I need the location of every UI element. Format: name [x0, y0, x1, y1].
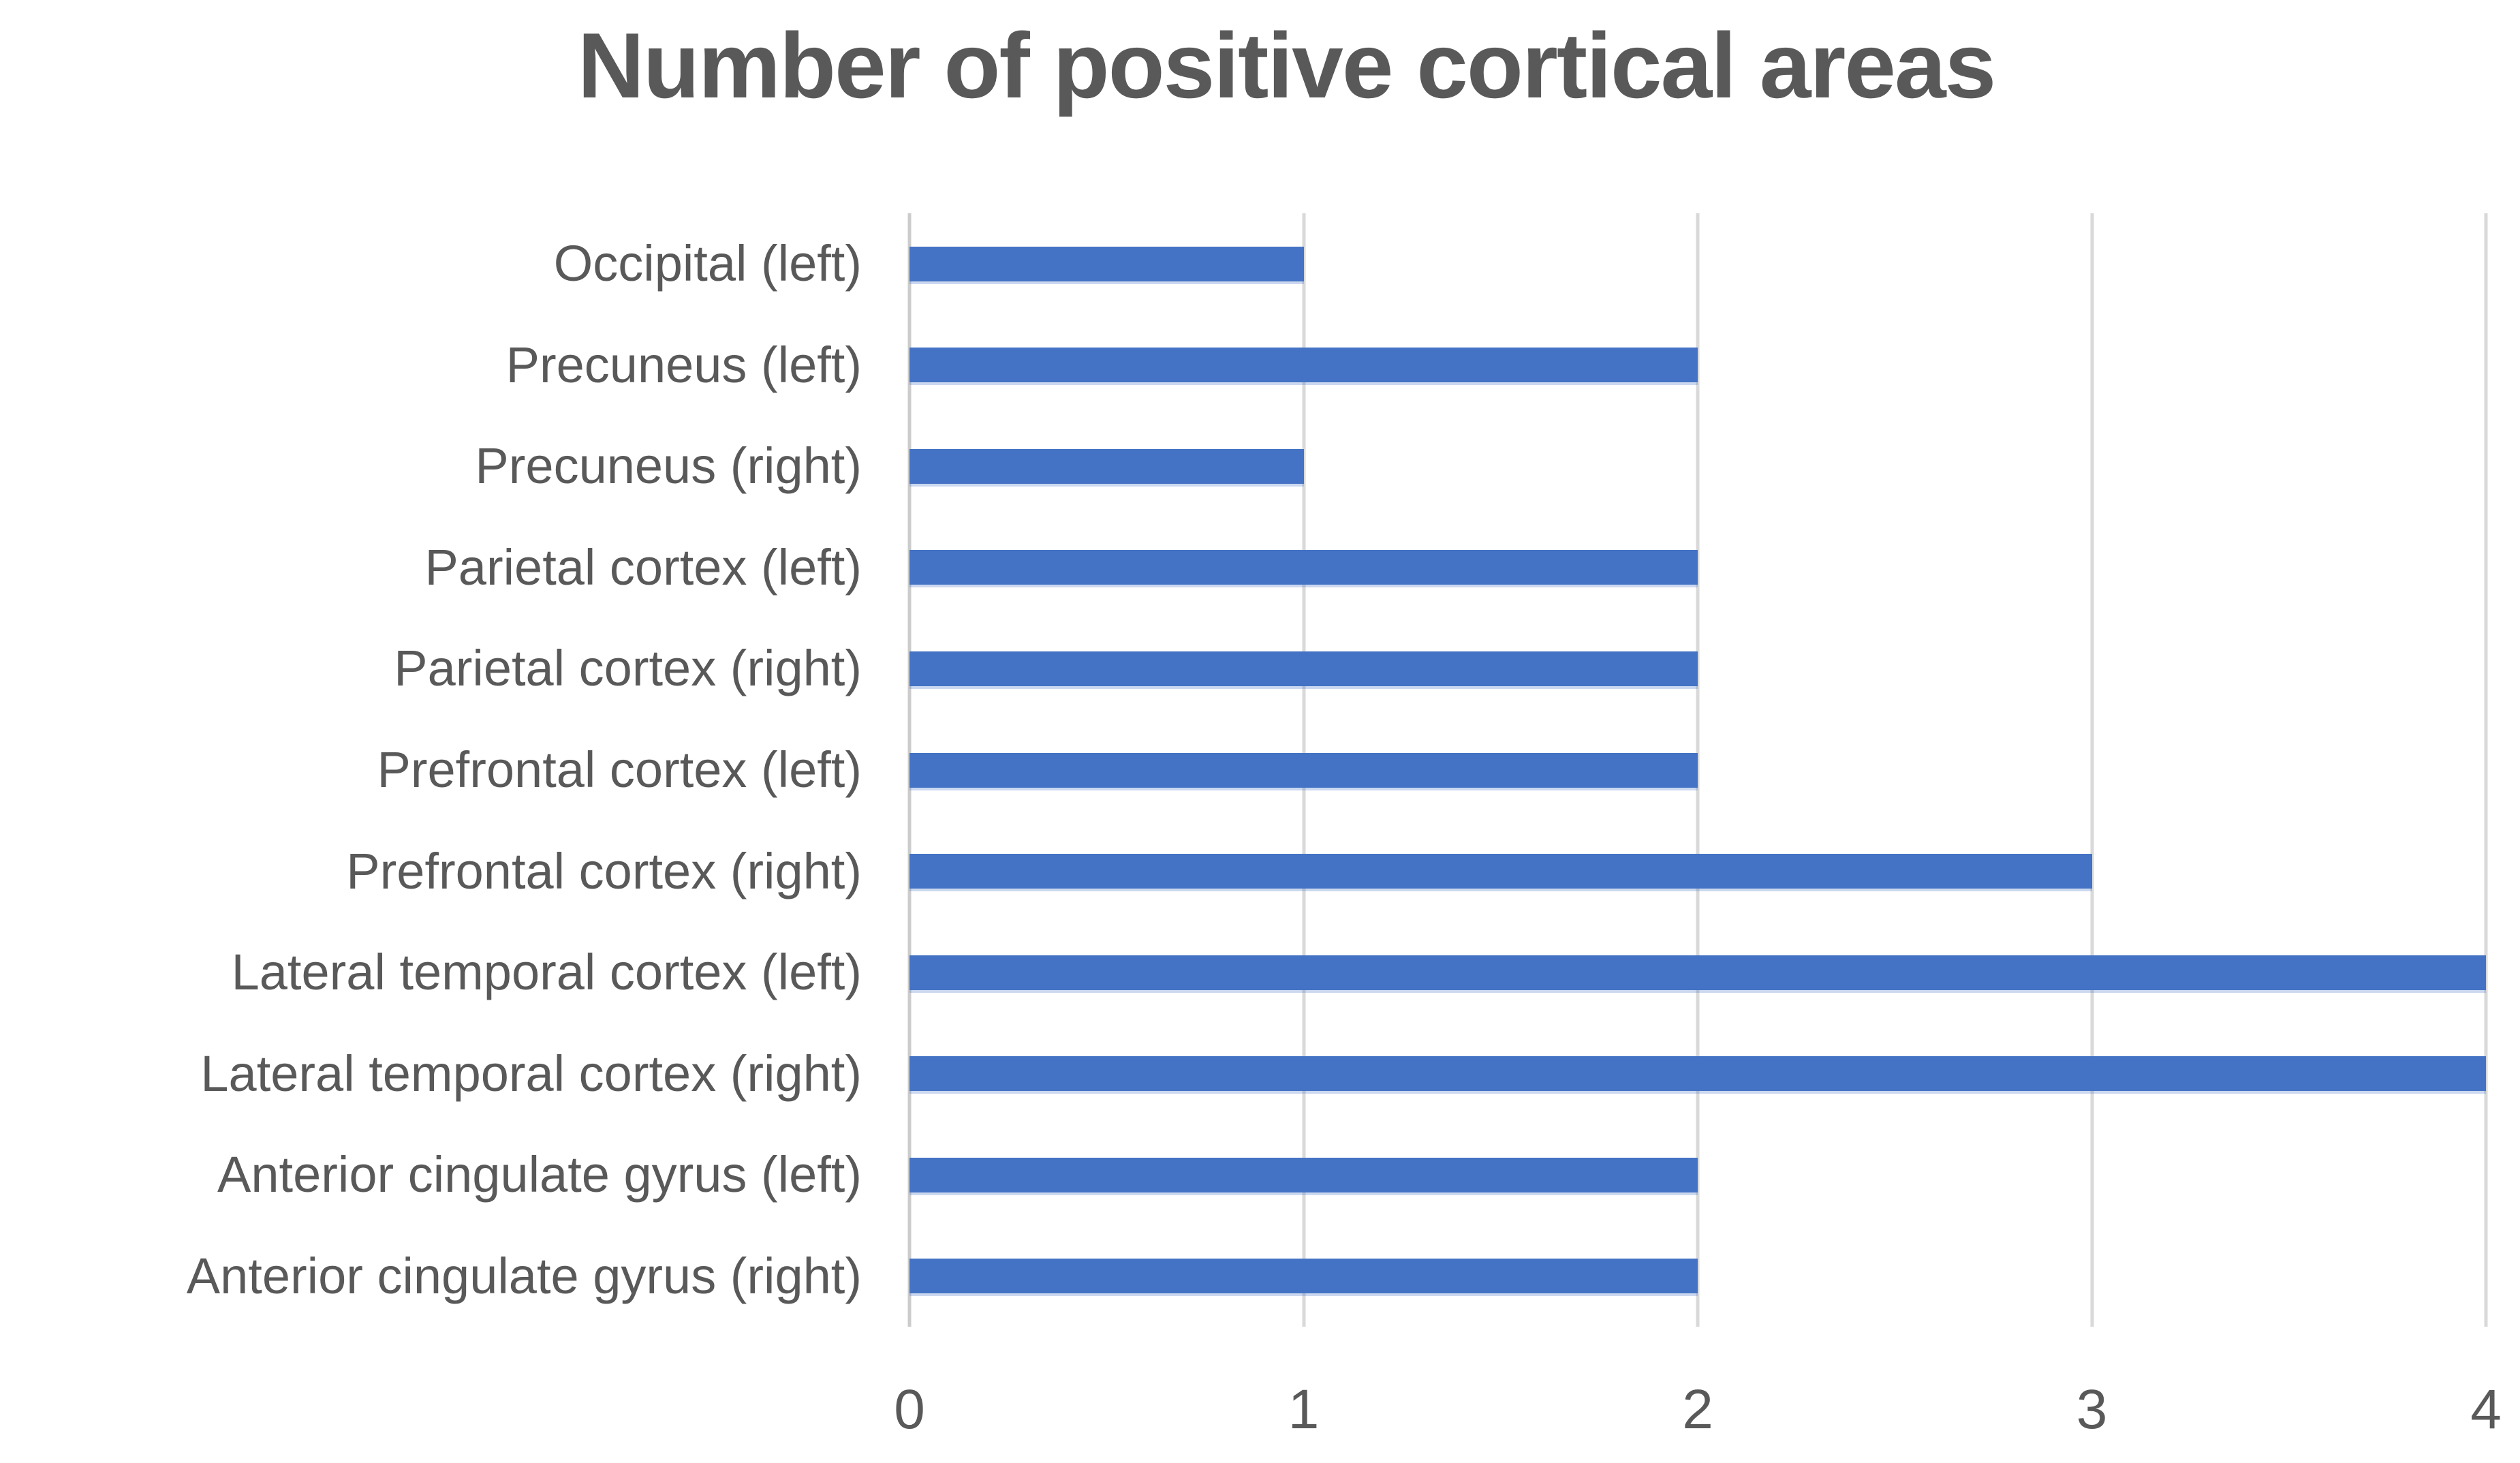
bar: [909, 1259, 1698, 1294]
bar: [909, 955, 2486, 990]
x-tick-label-3: 3: [2076, 1379, 2108, 1441]
category-label: Lateral temporal cortex (left): [231, 944, 862, 1001]
bar: [909, 1056, 2486, 1092]
bar: [909, 752, 1698, 788]
bar: [909, 1157, 1698, 1192]
category-label: Lateral temporal cortex (right): [200, 1045, 862, 1102]
x-tick-label-4: 4: [2470, 1379, 2502, 1441]
category-label: Parietal cortex (right): [394, 640, 862, 697]
category-axis-labels: Occipital (left) Precuneus (left) Precuneu…: [0, 213, 862, 1327]
value-axis-labels: 0 1 2 3 4: [894, 1378, 2502, 1446]
category-label: Prefrontal cortex (left): [377, 741, 862, 798]
category-label: Prefrontal cortex (right): [346, 842, 862, 899]
gridline-x-2: [1696, 213, 1700, 1327]
chart-title: Number of positive cortical areas: [577, 14, 1997, 117]
bar: [909, 246, 1304, 281]
bar: [909, 348, 1698, 383]
bar: [909, 448, 1304, 484]
category-label: Occipital (left): [553, 235, 862, 292]
bar: [909, 854, 2092, 889]
bar: [909, 550, 1698, 585]
category-label: Anterior cingulate gyrus (left): [217, 1146, 862, 1203]
x-tick-label-2: 2: [1682, 1379, 1713, 1441]
category-label: Precuneus (right): [475, 437, 862, 495]
category-label: Precuneus (left): [505, 336, 862, 393]
bar: [909, 651, 1698, 686]
category-label: Anterior cingulate gyrus (right): [186, 1247, 862, 1304]
x-tick-label-0: 0: [894, 1379, 925, 1441]
gridline-x-4: [2484, 213, 2488, 1327]
plot-area: [907, 213, 2488, 1327]
x-tick-label-1: 1: [1288, 1379, 1320, 1441]
gridline-x-3: [2090, 213, 2094, 1327]
category-label: Parietal cortex (left): [424, 538, 862, 596]
